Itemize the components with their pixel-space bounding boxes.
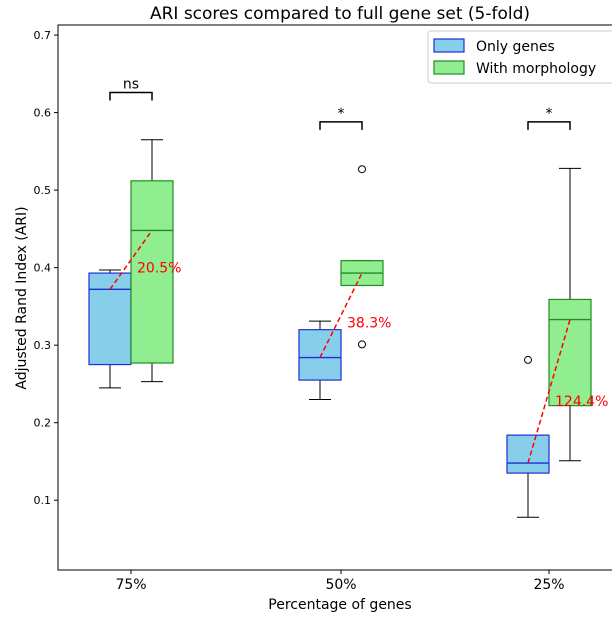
y-axis-label: Adjusted Rand Index (ARI): [14, 206, 30, 389]
outlier-point: [524, 355, 532, 364]
x-tick-label: 50%: [325, 577, 356, 593]
improvement-label: 20.5%: [137, 261, 181, 277]
outlier-point: [358, 340, 366, 349]
box-with-morphology: [340, 165, 384, 349]
plot-area: 0.1 0.2 0.3 0.4 0.5 0.6 0.7 75% 50% 25% 20.5% 38.3%…: [34, 24, 612, 593]
bracket-line: [109, 91, 153, 101]
y-tick-label: 0.6: [34, 107, 52, 120]
bracket-line: [319, 121, 363, 130]
legend-swatch: [433, 38, 465, 53]
significance-bracket: *: [527, 106, 571, 130]
box-only-genes: [298, 320, 342, 400]
legend-swatch: [433, 60, 465, 75]
outlier-point: [358, 165, 366, 174]
y-tick-label: 0.4: [34, 262, 52, 275]
y-tick-label: 0.1: [34, 494, 52, 507]
y-tick-label: 0.3: [34, 339, 52, 352]
legend-frame: [427, 30, 612, 84]
y-tick-label: 0.5: [34, 184, 52, 197]
x-axis-label: Percentage of genes: [268, 597, 411, 613]
significance-label: *: [546, 106, 553, 122]
legend-label: Only genes: [476, 39, 555, 55]
box-body: [298, 329, 342, 381]
box-body: [548, 298, 592, 407]
legend-label: With morphology: [476, 61, 596, 77]
box-body: [506, 434, 550, 474]
box-only-genes: [506, 355, 550, 518]
improvement-label: 124.4%: [555, 394, 608, 410]
x-tick-label: 75%: [115, 577, 146, 593]
bracket-line: [527, 121, 571, 130]
legend: Only genes With morphology: [427, 30, 612, 84]
median-connector: [109, 230, 153, 290]
box-body: [88, 272, 132, 366]
box-with-morphology: [130, 139, 174, 383]
y-tick-label: 0.7: [34, 29, 52, 42]
x-tick-label: 25%: [533, 577, 564, 593]
significance-bracket: *: [319, 106, 363, 130]
median-connector: [527, 319, 571, 464]
axes-frame: [57, 24, 612, 571]
box-body: [130, 180, 174, 364]
significance-bracket: ns: [109, 76, 153, 101]
improvement-label: 38.3%: [347, 316, 391, 332]
significance-label: *: [338, 106, 345, 122]
significance-label: ns: [123, 76, 139, 92]
box-only-genes: [88, 269, 132, 389]
y-tick-label: 0.2: [34, 417, 52, 430]
box-with-morphology: [548, 167, 592, 462]
chart-title: ARI scores compared to full gene set (5-…: [150, 4, 530, 24]
